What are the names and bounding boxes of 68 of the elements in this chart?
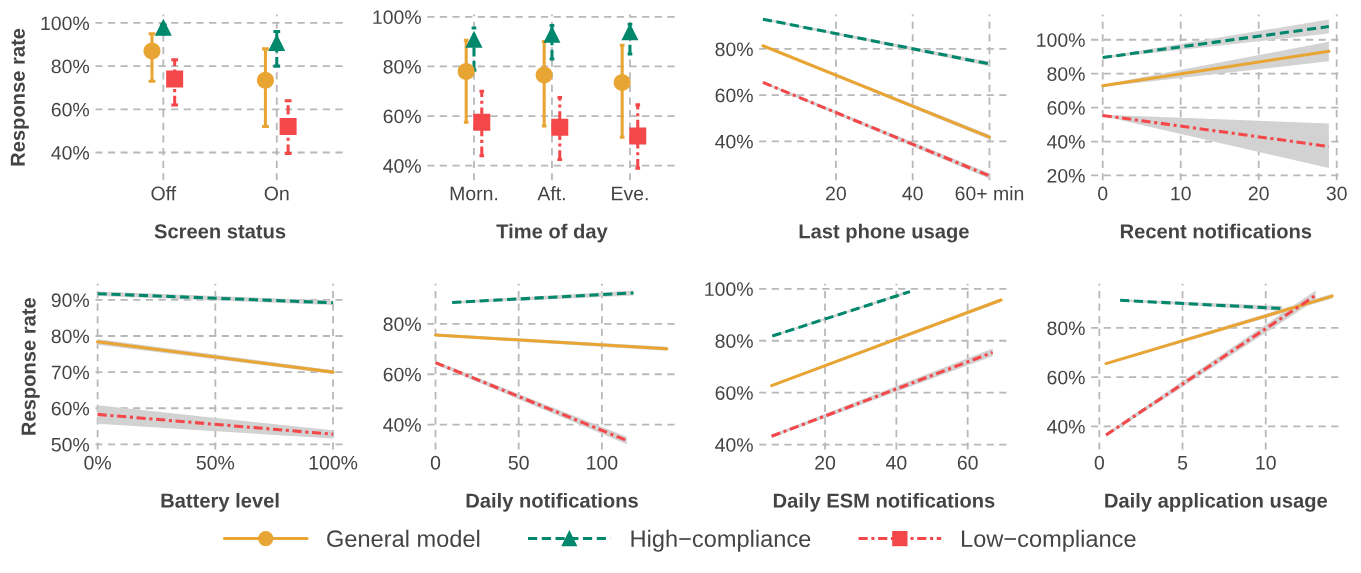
y-tick-label: 80% [1047,321,1085,336]
y-tick-label: 60% [51,102,90,117]
x-tick-label: 30 [1326,186,1347,201]
y-tick-label: 60% [383,367,421,382]
x-tick-label: 20 [826,186,846,201]
x-tick-label: Off [151,186,177,201]
x-tick-label: Aft. [537,186,565,201]
y-tick-label: 100% [1037,33,1085,47]
x-tick-label: 10 [1171,186,1191,201]
y-tick-label: 40% [383,159,421,173]
x-axis-title: Recent notifications [1120,223,1312,239]
x-tick-label: 0 [1098,186,1108,201]
y-tick-label: 40% [1047,419,1085,434]
y-tick-label: 60% [715,88,753,103]
legend-label: High−compliance [631,529,811,552]
y-axis-title: Response rate [10,28,29,166]
x-tick-label: 60+ min [955,186,1024,201]
x-tick-label: 5 [1177,456,1188,470]
x-tick-label: 50% [196,455,235,470]
y-tick-label: 80% [51,329,90,344]
y-tick-label: 50% [51,437,90,452]
x-axis-title: Last phone usage [799,223,969,243]
y-tick-label: 80% [51,59,90,74]
x-tick-label: 60 [957,455,978,470]
y-tick-label: 90% [51,293,90,308]
y-tick-label: 60% [715,386,753,400]
x-tick-label: 0 [430,455,441,470]
y-tick-label: 100% [373,10,421,25]
y-tick-label: 80% [715,334,753,348]
y-tick-label: 40% [383,418,421,432]
x-tick-label: 0 [1094,455,1104,470]
y-tick-label: 80% [1047,67,1085,81]
x-axis-title: Daily application usage [1105,492,1328,512]
x-tick-label: Eve. [612,186,648,201]
y-tick-label: 60% [51,401,90,416]
y-tick-label: 60% [1047,101,1085,115]
x-tick-label: 100% [309,455,358,470]
y-tick-label: 100% [705,282,753,297]
x-tick-label: On [264,186,289,201]
y-tick-label: 80% [383,59,421,74]
x-axis-title: Battery level [161,492,279,512]
x-tick-label: 100 [587,455,618,470]
x-axis-title: Daily notifications [466,492,638,512]
x-tick-label: 40 [886,455,907,470]
y-tick-label: 40% [1047,135,1085,149]
y-tick-label: 100% [41,16,90,31]
y-axis-title: Response rate [21,297,40,435]
x-tick-label: 40 [902,186,923,201]
legend-label: Low−compliance [962,529,1136,552]
x-tick-label: 50 [508,455,529,470]
x-tick-label: 20 [815,455,836,470]
y-tick-label: 40% [715,134,753,149]
y-tick-label: 80% [715,42,753,57]
x-axis-title: Screen status [154,224,286,239]
y-tick-label: 20% [1047,168,1085,183]
x-axis-title: Time of day [496,223,608,243]
x-tick-label: 0% [84,455,111,470]
y-tick-label: 40% [51,145,90,160]
x-axis-title: Daily ESM notifications [773,492,995,512]
x-tick-label: 20 [1248,186,1269,201]
y-tick-label: 80% [383,317,421,332]
x-tick-label: 10 [1256,455,1276,470]
y-tick-label: 60% [1047,370,1085,385]
y-tick-label: 60% [383,109,421,124]
y-tick-label: 40% [715,438,753,452]
legend-label: General model [327,529,480,548]
y-tick-label: 70% [51,365,90,380]
x-tick-label: Morn. [450,186,498,201]
